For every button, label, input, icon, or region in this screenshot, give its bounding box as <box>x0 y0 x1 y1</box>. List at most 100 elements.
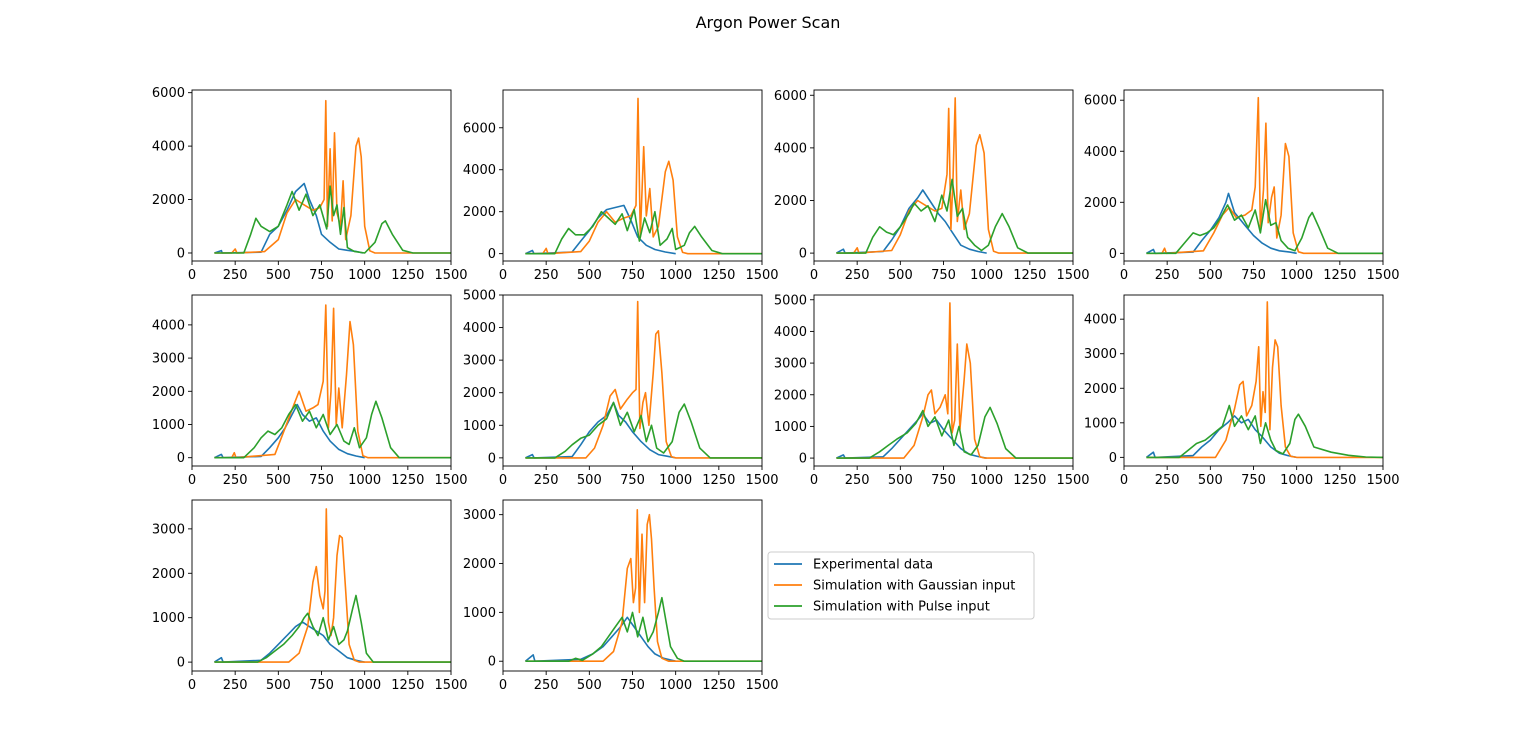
x-tick-label: 0 <box>499 678 507 693</box>
x-tick-label: 750 <box>931 268 956 283</box>
series-line-simulation-with-pulse-input <box>525 208 762 255</box>
x-tick-label: 1250 <box>391 268 424 283</box>
x-tick-label: 1000 <box>348 268 381 283</box>
y-tick-label: 0 <box>488 247 496 262</box>
y-tick-label: 4000 <box>774 325 807 340</box>
y-tick-label: 2000 <box>774 194 807 209</box>
x-tick-label: 500 <box>888 473 913 488</box>
x-tick-label: 250 <box>534 268 559 283</box>
y-tick-label: 2000 <box>463 205 496 220</box>
x-tick-label: 500 <box>266 678 291 693</box>
x-tick-label: 500 <box>1198 268 1223 283</box>
y-tick-label: 0 <box>488 451 496 466</box>
x-tick-label: 250 <box>223 268 248 283</box>
x-tick-label: 1250 <box>702 473 735 488</box>
y-tick-label: 0 <box>1109 247 1117 262</box>
y-tick-label: 2000 <box>152 193 185 208</box>
x-tick-label: 500 <box>266 473 291 488</box>
y-tick-label: 0 <box>177 451 185 466</box>
y-tick-label: 3000 <box>463 354 496 369</box>
y-tick-label: 2000 <box>463 557 496 572</box>
series-lines <box>525 97 762 255</box>
series-lines <box>214 99 451 254</box>
x-tick-label: 0 <box>499 268 507 283</box>
y-tick-label: 1000 <box>1084 416 1117 431</box>
x-tick-label: 0 <box>499 473 507 488</box>
x-tick-label: 0 <box>1120 473 1128 488</box>
y-tick-label: 6000 <box>1084 94 1117 109</box>
series-line-simulation-with-gaussian-input <box>525 509 762 662</box>
series-line-simulation-with-gaussian-input <box>836 302 1073 459</box>
series-line-simulation-with-gaussian-input <box>214 99 451 254</box>
x-tick-label: 1000 <box>659 678 692 693</box>
y-tick-label: 3000 <box>774 357 807 372</box>
x-tick-label: 500 <box>1198 473 1223 488</box>
y-tick-label: 2000 <box>1084 382 1117 397</box>
x-tick-label: 1250 <box>391 678 424 693</box>
series-line-simulation-with-pulse-input <box>1146 198 1383 255</box>
y-tick-label: 1000 <box>463 606 496 621</box>
y-tick-label: 4000 <box>152 318 185 333</box>
y-tick-label: 2000 <box>463 386 496 401</box>
x-tick-label: 750 <box>620 268 645 283</box>
x-tick-label: 1500 <box>1056 268 1089 283</box>
figure-title: Argon Power Scan <box>696 13 841 32</box>
x-tick-label: 1500 <box>745 678 778 693</box>
x-tick-label: 250 <box>845 473 870 488</box>
x-tick-label: 0 <box>188 678 196 693</box>
x-tick-label: 1500 <box>745 473 778 488</box>
y-tick-label: 1000 <box>152 418 185 433</box>
subplot-6: 0 250 500 750 1000 1250 1500 0 1000 2000 3000 4000 5… <box>463 289 779 489</box>
y-tick-label: 2000 <box>774 388 807 403</box>
series-line-simulation-with-pulse-input <box>836 406 1073 459</box>
series-lines <box>836 97 1073 254</box>
series-line-simulation-with-pulse-input <box>525 596 762 662</box>
y-tick-label: 0 <box>488 655 496 670</box>
series-lines <box>836 302 1073 459</box>
y-tick-label: 1000 <box>152 611 185 626</box>
subplots: 0 250 500 750 1000 1250 1500 0 2000 4000 6000 0 250 5… <box>152 86 1400 693</box>
subplot-2: 0 250 500 750 1000 1250 1500 0 2000 4000 6000 <box>463 89 779 283</box>
x-tick-label: 500 <box>577 473 602 488</box>
series-line-simulation-with-pulse-input <box>214 185 451 254</box>
y-tick-label: 0 <box>1109 451 1117 466</box>
subplot-4: 0 250 500 750 1000 1250 1500 0 2000 4000 6000 <box>1084 89 1400 283</box>
x-tick-label: 1000 <box>1280 268 1313 283</box>
x-tick-label: 500 <box>577 678 602 693</box>
x-tick-label: 250 <box>845 268 870 283</box>
legend-label: Experimental data <box>813 558 933 573</box>
x-tick-label: 1500 <box>1366 268 1399 283</box>
x-tick-label: 1250 <box>1013 473 1046 488</box>
y-tick-label: 3000 <box>152 522 185 537</box>
x-tick-label: 750 <box>620 678 645 693</box>
x-tick-label: 1250 <box>391 473 424 488</box>
x-tick-label: 1250 <box>1323 473 1356 488</box>
subplot-9: 0 250 500 750 1000 1250 1500 0 1000 2000 3000 <box>152 499 468 693</box>
series-line-simulation-with-gaussian-input <box>214 304 451 459</box>
x-tick-label: 1500 <box>434 678 467 693</box>
x-tick-label: 1000 <box>970 268 1003 283</box>
legend-frame <box>767 551 1035 620</box>
series-lines <box>214 304 451 459</box>
series-line-simulation-with-pulse-input <box>525 401 762 459</box>
series-line-simulation-with-gaussian-input <box>1146 301 1383 459</box>
x-tick-label: 500 <box>266 268 291 283</box>
y-tick-label: 0 <box>799 247 807 262</box>
x-tick-label: 0 <box>810 473 818 488</box>
y-tick-label: 5000 <box>463 289 496 304</box>
x-tick-label: 1500 <box>745 268 778 283</box>
x-tick-label: 750 <box>1241 473 1266 488</box>
subplot-10: 0 250 500 750 1000 1250 1500 0 1000 2000 3000 <box>463 499 779 693</box>
y-tick-label: 2000 <box>1084 196 1117 211</box>
y-tick-label: 0 <box>177 246 185 261</box>
x-tick-label: 1000 <box>970 473 1003 488</box>
series-lines <box>213 508 451 663</box>
y-tick-label: 0 <box>177 656 185 671</box>
subplot-7: 0 250 500 750 1000 1250 1500 0 1000 2000 3000 4000 5… <box>774 293 1090 488</box>
y-tick-label: 4000 <box>1084 313 1117 328</box>
series-line-simulation-with-pulse-input <box>214 594 451 663</box>
subplot-5: 0 250 500 750 1000 1250 1500 0 1000 2000 3000 4000 <box>152 294 468 488</box>
series-line-simulation-with-gaussian-input <box>525 300 762 459</box>
